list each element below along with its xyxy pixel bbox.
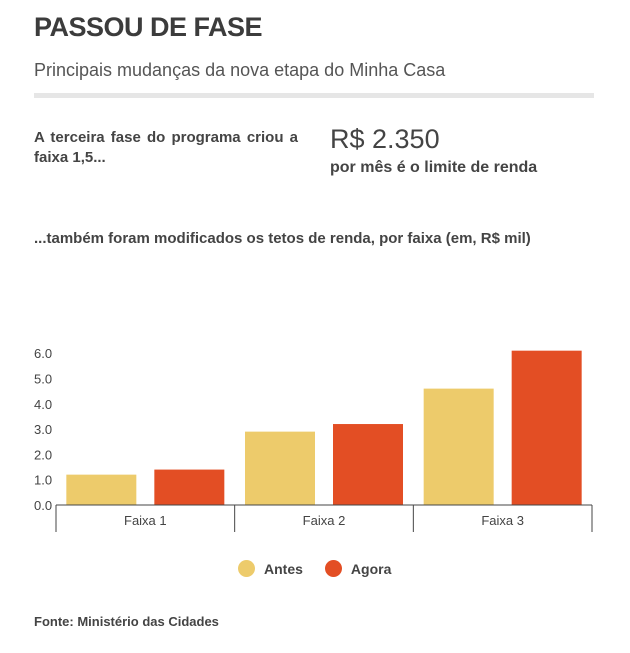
bar-agora-2 <box>333 424 403 505</box>
legend-label-agora: Agora <box>350 560 392 577</box>
bar-antes-1 <box>66 474 137 505</box>
y-tick-label: 6.0 <box>34 346 52 361</box>
y-tick-label: 5.0 <box>34 372 52 387</box>
legend-item-antes: Antes <box>238 560 303 577</box>
page-title: PASSOU DE FASE <box>34 12 263 42</box>
y-tick-label: 4.0 <box>34 397 52 412</box>
x-tick-label: Faixa 2 <box>303 513 346 528</box>
x-tick-label: Faixa 1 <box>124 513 167 528</box>
page-subtitle: Principais mudanças da nova etapa do Min… <box>34 60 446 80</box>
legend-label-antes: Antes <box>264 560 303 577</box>
intro-text: A terceira fase do programa criou a faix… <box>34 129 298 166</box>
bar-agora-1 <box>154 469 225 505</box>
chart-legend: Antes Agora <box>238 560 413 577</box>
income-limit-value: R$ 2.350 <box>330 124 440 154</box>
header-divider <box>34 93 594 98</box>
bar-antes-2 <box>245 431 315 505</box>
bar-antes-3 <box>423 388 494 505</box>
legend-item-agora: Agora <box>324 560 392 577</box>
income-limit-caption: por mês é o limite de renda <box>330 159 538 176</box>
bar-chart: 0.0 1.0 2.0 3.0 4.0 5.0 6.0 Faixa 1 Faixa 2 Faixa… <box>34 346 593 532</box>
source-note: Fonte: Ministério das Cidades <box>34 614 219 629</box>
chart-heading: ...também foram modificados os tetos de … <box>34 230 531 247</box>
y-tick-label: 2.0 <box>34 447 52 462</box>
y-tick-label: 1.0 <box>34 473 52 488</box>
y-tick-label: 3.0 <box>34 422 52 437</box>
bar-agora-3 <box>511 350 582 505</box>
legend-swatch-agora <box>324 560 342 577</box>
y-tick-label: 0.0 <box>34 498 52 513</box>
legend-swatch-antes <box>238 560 255 577</box>
x-tick-label: Faixa 3 <box>481 513 524 528</box>
